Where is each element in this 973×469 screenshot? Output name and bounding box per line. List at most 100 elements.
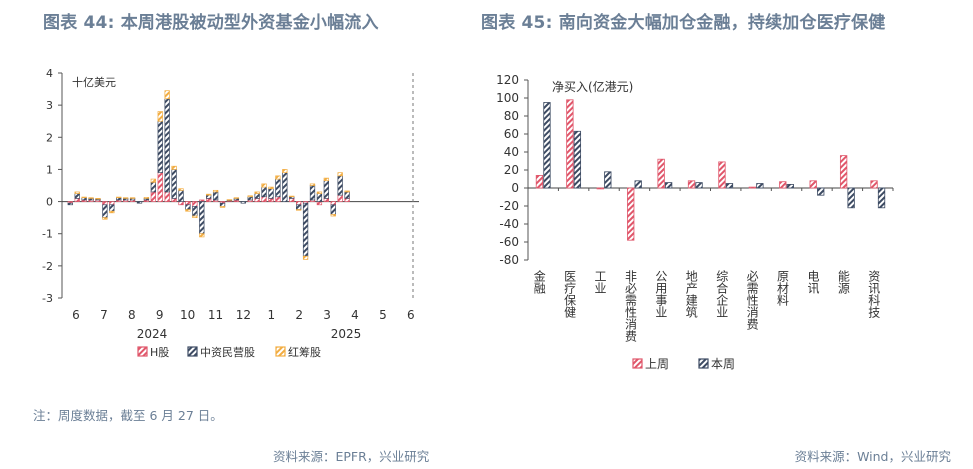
left-x-tick-label: 5 <box>379 308 387 322</box>
right-legend-label: 上周 <box>645 357 669 371</box>
left-bar <box>102 204 108 218</box>
left-bar <box>275 178 281 198</box>
left-legend-swatch <box>137 346 148 357</box>
right-x-tick-label: 电讯 <box>806 270 820 295</box>
left-bar <box>74 191 80 194</box>
right-bar <box>657 158 665 189</box>
left-bar <box>109 201 115 206</box>
right-y-tick-label: 80 <box>504 109 519 123</box>
left-bar <box>212 189 219 193</box>
left-bar <box>268 186 274 190</box>
left-bar <box>157 120 163 173</box>
left-bar <box>171 165 177 170</box>
left-bar <box>164 98 170 193</box>
left-bar <box>296 201 302 206</box>
right-bar <box>877 187 886 209</box>
left-y-tick-label: 4 <box>46 67 53 80</box>
left-bar <box>226 199 233 201</box>
right-bar <box>847 187 855 209</box>
left-bar <box>316 201 323 206</box>
left-bar <box>330 201 336 206</box>
left-bar <box>296 204 302 210</box>
right-x-tick-label: 能源 <box>836 270 850 295</box>
left-bar <box>150 191 156 202</box>
right-bar <box>596 187 604 190</box>
left-bar <box>206 193 212 196</box>
right-bar <box>839 155 848 189</box>
right-x-tick-label: 金融 <box>532 269 546 295</box>
left-bar <box>192 215 198 218</box>
left-bar <box>109 210 115 214</box>
left-bar <box>109 204 115 212</box>
right-y-tick-label: 0 <box>511 181 519 195</box>
left-bar <box>337 175 343 196</box>
left-bar <box>268 188 274 199</box>
left-bar <box>337 194 343 202</box>
right-x-tick-label: 工业 <box>593 270 607 294</box>
left-bar <box>88 197 94 199</box>
right-chart-title: 图表 45: 南向资金大幅加仓金融，持续加仓医疗保健 <box>481 13 886 33</box>
left-bar <box>275 175 281 180</box>
left-bar <box>330 214 336 217</box>
left-bar <box>67 202 73 206</box>
left-bar <box>254 193 260 199</box>
left-x-tick-label: 2 <box>295 308 303 322</box>
left-bar <box>206 194 212 199</box>
left-bar <box>212 191 219 201</box>
right-bar <box>748 186 757 189</box>
left-bar <box>150 178 156 183</box>
left-bar <box>102 217 108 220</box>
left-year-label: 2024 <box>137 327 168 341</box>
right-y-tick-label: -40 <box>499 217 519 231</box>
left-y-tick-label: 0 <box>46 196 53 209</box>
left-bar <box>74 193 80 199</box>
left-bar <box>323 180 329 199</box>
left-bar <box>116 196 122 199</box>
right-bar <box>634 180 642 189</box>
left-bar <box>344 190 350 193</box>
right-bar <box>725 183 734 189</box>
right-unit-label: 净买入(亿港元) <box>552 79 633 94</box>
left-x-tick-label: 6 <box>407 308 415 322</box>
left-x-tick-label: 1 <box>267 308 275 322</box>
left-bar <box>219 206 226 208</box>
left-bar <box>233 197 240 199</box>
left-bar <box>164 191 170 202</box>
left-bar <box>289 198 295 202</box>
left-bar <box>74 198 80 202</box>
left-x-tick-label: 7 <box>100 308 108 322</box>
left-bar <box>323 198 329 202</box>
right-y-tick-label: 120 <box>496 73 519 87</box>
right-y-tick-label: -80 <box>499 253 519 267</box>
left-bar <box>282 169 288 173</box>
right-chart: -80 -60 -40 -20 0 20 40 60 80 100 120 净买入(亿港元) 金融 医疗保… <box>496 73 894 371</box>
right-x-tick-label: 综合企业 <box>715 270 729 318</box>
left-x-tick-label: 10 <box>180 308 195 322</box>
left-x-tick-label: 6 <box>72 308 80 322</box>
right-bar <box>664 182 673 189</box>
right-bar <box>604 171 612 189</box>
left-legend-label: 红筹股 <box>288 345 321 359</box>
left-bar <box>185 201 191 206</box>
right-y-tick-label: -20 <box>499 199 519 213</box>
left-bar <box>81 196 87 199</box>
left-y-tick-label: 3 <box>46 99 53 112</box>
right-y-tick-label: 20 <box>504 163 519 177</box>
left-bar <box>123 197 129 199</box>
left-bar <box>95 198 101 200</box>
right-bar <box>870 180 878 189</box>
right-bar <box>566 99 574 189</box>
left-bar <box>178 188 184 191</box>
left-bar <box>129 197 136 199</box>
right-bar <box>573 130 582 189</box>
right-bar <box>786 183 794 189</box>
right-x-tick-label: 医疗保健 <box>563 270 577 318</box>
left-bar <box>261 186 267 198</box>
left-bar <box>185 204 191 210</box>
left-bar <box>344 191 350 199</box>
left-x-tick-label: 8 <box>128 308 136 322</box>
right-bar <box>817 187 825 196</box>
right-x-tick-label: 资讯科技 <box>867 270 881 318</box>
left-legend-label: 中资民营股 <box>200 345 255 359</box>
